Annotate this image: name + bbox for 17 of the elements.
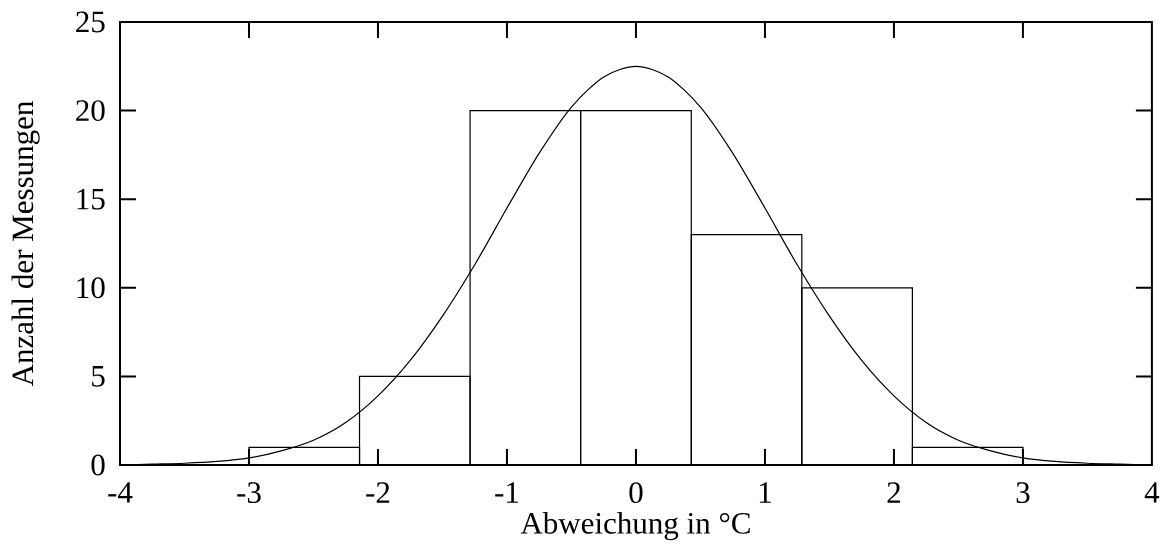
x-tick-label: 0	[629, 482, 643, 504]
y-tick-label: 10	[77, 277, 105, 299]
x-tick-label: -1	[495, 482, 519, 503]
y-tick-label: 5	[92, 366, 105, 387]
x-tick-label: -4	[108, 482, 133, 503]
y-tick-label: 0	[91, 454, 105, 476]
x-tick-label: 2	[887, 482, 900, 503]
x-tick-label: -2	[366, 482, 390, 503]
x-tick-label: 1	[759, 482, 771, 503]
y-tick-label: 15	[77, 188, 105, 210]
x-tick-label: 4	[1144, 482, 1160, 503]
x-axis-title: Abweichung in °C	[520, 511, 750, 541]
x-tick-label: 3	[1016, 482, 1030, 504]
y-axis-title: Anzahl der Messungen	[11, 101, 40, 387]
x-tick-label: -3	[237, 482, 261, 504]
y-tick-label: 25	[76, 11, 105, 33]
y-tick-label: 20	[76, 100, 105, 122]
